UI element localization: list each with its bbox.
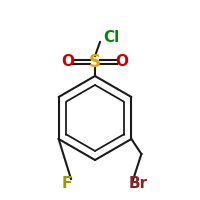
Text: Cl: Cl	[103, 30, 119, 46]
Text: O: O	[62, 54, 74, 70]
Text: Br: Br	[128, 176, 148, 190]
Text: O: O	[116, 54, 128, 70]
Text: F: F	[62, 176, 72, 190]
Text: S: S	[89, 53, 101, 71]
